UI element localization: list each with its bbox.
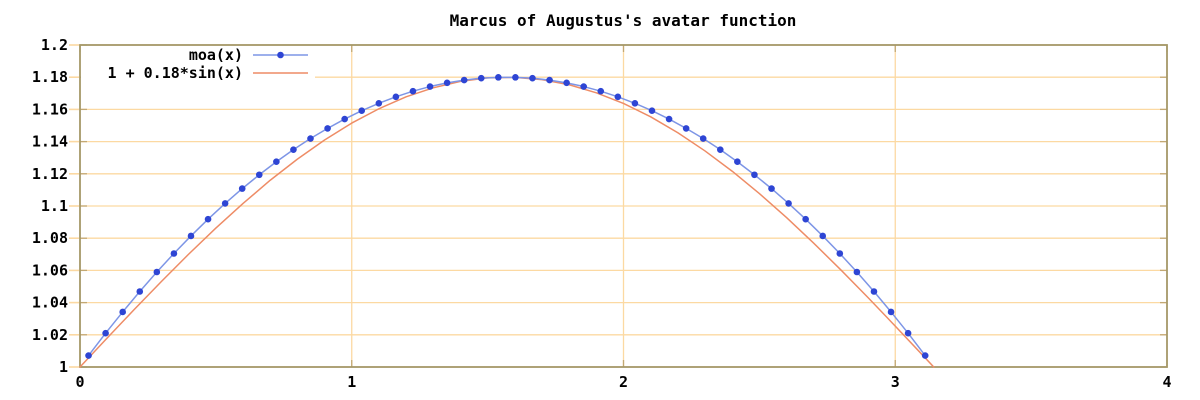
moa-data-point [819,232,827,240]
axis-tick-labels: 1 1.02 1.04 1.06 1.08 1.1 1.12 1.14 1.16 1.18 1.2 0… [32,36,1172,391]
moa-data-point [887,308,895,316]
moa-data-point [529,74,536,82]
y-tick-label: 1.02 [32,326,68,344]
moa-data-point [375,99,383,107]
x-tick-label: 3 [891,373,900,391]
moa-data-point [85,352,92,359]
moa-data-point [119,308,126,316]
moa-data-point [870,288,878,295]
moa-data-point [734,158,741,166]
y-tick-label: 1.12 [32,165,68,183]
moa-data-point [324,125,331,132]
moa-data-point [102,329,109,337]
legend: moa(x) 1 + 0.18*sin(x) [81,46,315,82]
moa-data-point [614,93,622,101]
moa-data-point [768,185,775,192]
y-tick-label: 1.08 [32,229,68,247]
y-tick-label: 1.14 [32,133,68,151]
moa-data-point [802,215,809,223]
moa-data-point [563,79,570,87]
x-tick-label: 2 [619,373,628,391]
moa-data-point [495,74,502,81]
moa-data-point [187,232,195,240]
x-tick-label: 0 [75,373,84,391]
moa-data-point [597,87,605,95]
legend-label-sin: 1 + 0.18*sin(x) [108,64,243,82]
legend-label-moa: moa(x) [189,46,243,64]
moa-data-point [358,107,366,114]
moa-data-point [443,79,451,87]
moa-data-point [153,268,161,276]
moa-data-point [665,115,673,123]
moa-data-point [716,146,724,153]
moa-data-point [221,200,229,207]
moa-data-point [136,288,144,295]
moa-data-point [409,87,417,95]
moa-data-point [836,250,844,257]
y-tick-label: 1.2 [41,36,68,54]
y-tick-label: 1 [59,358,68,376]
moa-data-point [426,83,434,90]
moa-data-point [170,250,178,257]
moa-data-point [204,215,212,223]
moa-data-point [392,93,400,101]
moa-data-point [546,76,553,84]
moa-data-point [904,329,912,337]
x-tick-label: 1 [347,373,356,391]
moa-data-point [631,99,639,107]
moa-data-point [255,171,263,179]
moa-data-point [477,74,485,82]
data-series [79,74,935,368]
moa-data-point [648,107,656,114]
moa-data-point [512,74,519,81]
moa-data-point [785,200,792,207]
moa-data-point [290,146,297,153]
moa-data-point [341,115,348,123]
moa-data-point [238,185,246,192]
moa-data-point [460,76,468,84]
y-tick-label: 1.1 [41,197,68,215]
moa-data-point [307,135,314,142]
gridlines [80,45,1167,367]
moa-data-point [921,352,929,359]
x-tick-label: 4 [1162,373,1171,391]
moa-data-point [273,158,280,166]
moa-curve [87,76,926,357]
moa-data-point [682,125,690,132]
y-tick-label: 1.18 [32,68,68,86]
chart-title: Marcus of Augustus's avatar function [450,11,797,30]
y-tick-label: 1.06 [32,261,68,279]
legend-background [81,46,315,82]
moa-data-point [751,171,758,179]
moa-data-point [853,268,861,276]
y-tick-label: 1.04 [32,294,68,312]
moa-data-point [580,83,587,90]
plot-border [79,44,1168,368]
legend-sample-marker-moa [277,51,284,59]
y-tick-label: 1.16 [32,100,68,118]
moa-data-point [699,135,707,142]
